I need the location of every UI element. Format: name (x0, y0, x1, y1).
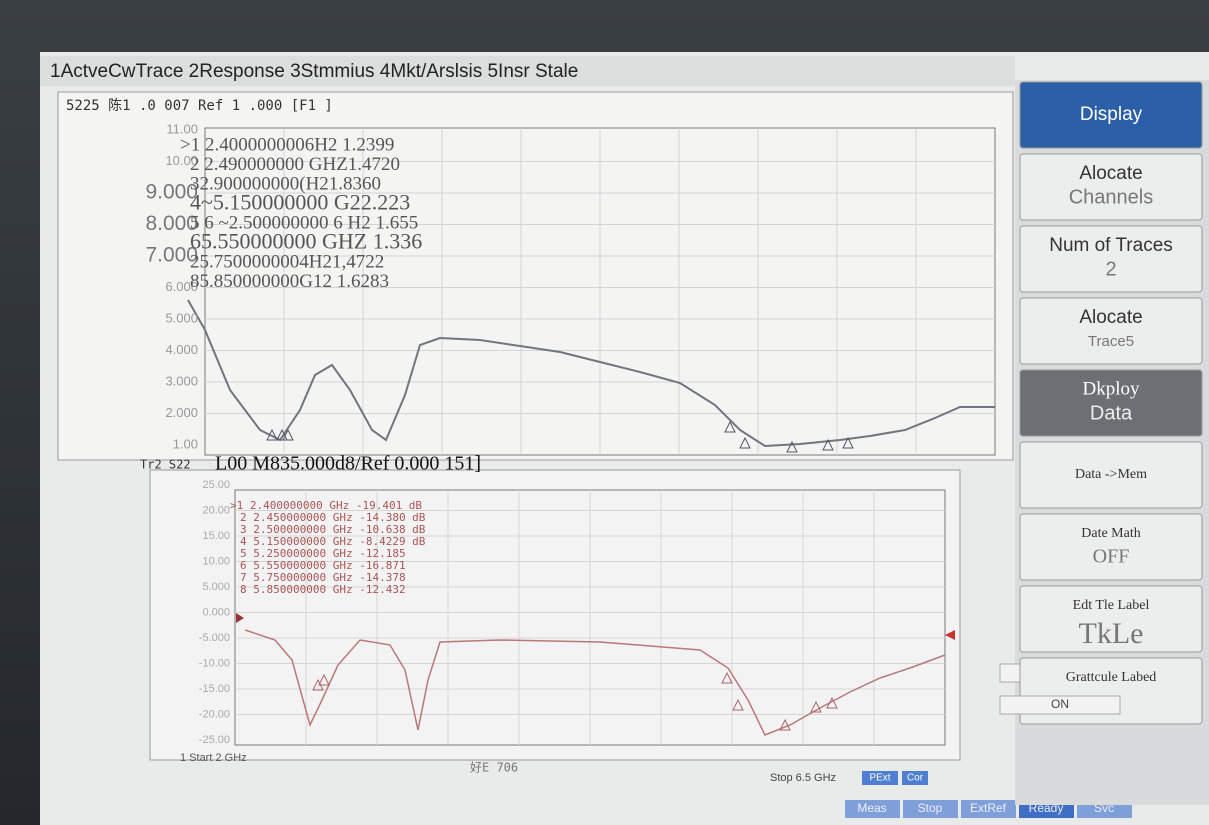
status-text: ExtRef (970, 801, 1007, 815)
marker-readout: 2 2.490000000 GHZ1.4720 (190, 154, 400, 175)
y-tick-label: 0.000 (202, 606, 230, 618)
y-tick-label: 1.00 (173, 436, 198, 451)
y-tick-label: -10.00 (199, 657, 230, 669)
marker-readout: 25.7500000004H21,4722 (190, 251, 384, 272)
softkey-label: Display (1080, 104, 1143, 125)
marker-readout: >1 2.4000000006H2 1.2399 (180, 134, 394, 155)
softkey-value: 2 (1105, 258, 1116, 280)
status-text: Stop (918, 801, 943, 815)
softkey-state: ON (1051, 697, 1069, 711)
lower-trace-id: Tr2 S22 (140, 458, 191, 472)
y-tick-label: 5.000 (165, 310, 198, 325)
status-text: Meas (857, 801, 886, 815)
points-label: 好E 706 (470, 761, 518, 775)
start-label: 1 Start 2 GHz (180, 752, 247, 764)
softkey-label: Num of Traces (1049, 235, 1173, 256)
softkey-label: Data ->Mem (1075, 467, 1147, 482)
y-tick-label: 3.000 (165, 373, 198, 388)
marker-readout: 8 5.850000000 GHz -12.432 (240, 583, 406, 596)
y-tick-label: -15.00 (199, 683, 230, 695)
y-tick-label: 25.00 (202, 479, 230, 491)
softkey-label: Alocate (1079, 307, 1142, 328)
y-tick-label: 4.000 (165, 342, 198, 357)
analyzer-screen: 1ActveCwTrace 2Response 3Stmmius 4Mkt/Ar… (0, 0, 1209, 825)
y-tick-label: -20.00 (199, 708, 230, 720)
status-chip-text: Cor (907, 773, 924, 784)
marker-readout: 65.550000000 GHZ 1.336 (190, 229, 422, 254)
softkey-value: TkLe (1079, 617, 1144, 650)
status-chip-text: PExt (869, 773, 890, 784)
softkey-value: Trace5 (1088, 333, 1134, 350)
softkey-value: Data (1090, 402, 1133, 424)
upper-header: 5225 陈1 .0 007 Ref 1 .000 [F1 ] (66, 97, 333, 114)
y-tick-label: 15.00 (202, 530, 230, 542)
softkey-label: Alocate (1079, 163, 1142, 184)
stop-label: Stop 6.5 GHz (770, 772, 836, 784)
softkey-value: Channels (1069, 186, 1154, 208)
y-tick-label: -25.00 (199, 734, 230, 746)
softkey-label: Date Math (1081, 526, 1140, 541)
marker-readout: 4~5.150000000 G22.223 (190, 190, 410, 215)
softkey-label: Edt Tle Label (1073, 598, 1150, 613)
y-tick-label: -5.000 (199, 632, 230, 644)
softkey-value: OFF (1093, 546, 1130, 568)
y-tick-label: 2.000 (165, 405, 198, 420)
y-tick-label: 10.00 (202, 555, 230, 567)
softkey-label: Grattcule Labed (1066, 670, 1157, 685)
menu-text[interactable]: 1ActveCwTrace 2Response 3Stmmius 4Mkt/Ar… (50, 61, 578, 82)
y-tick-label: 20.00 (202, 504, 230, 516)
y-tick-label: 5.000 (202, 581, 230, 593)
softkey-label: Dkploy (1083, 378, 1141, 399)
marker-readout: 85.850000000G12 1.6283 (190, 271, 389, 292)
lower-header: L00 M835.000d8/Ref 0.000 151] (215, 453, 481, 475)
